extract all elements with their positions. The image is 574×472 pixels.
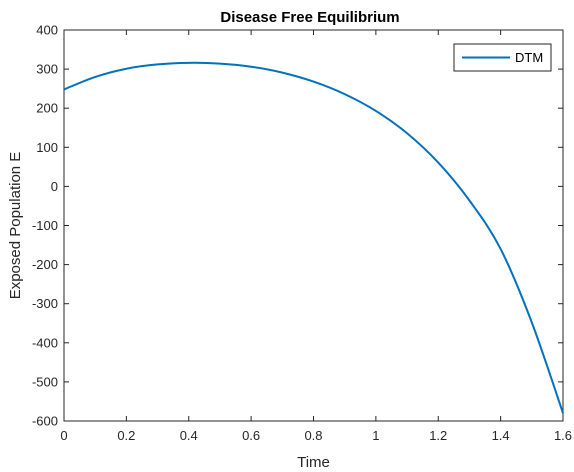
y-tick-label: -100 — [32, 218, 58, 233]
x-tick-label: 0.4 — [180, 428, 198, 443]
y-tick-label: 400 — [36, 23, 58, 38]
y-tick-label: -200 — [32, 257, 58, 272]
x-axis-label: Time — [297, 454, 330, 471]
series-line-dtm — [63, 61, 564, 414]
y-tick-label: -500 — [32, 374, 58, 389]
x-tick-label: 1.2 — [429, 428, 447, 443]
y-tick-label: 0 — [51, 179, 58, 194]
legend-label-dtm: DTM — [515, 50, 543, 65]
x-tick-label: 1.4 — [492, 428, 510, 443]
x-tick-label: 1 — [372, 428, 379, 443]
x-tick-label: 0.2 — [117, 428, 135, 443]
x-tick-label: 1.6 — [554, 428, 572, 443]
plot-area — [63, 29, 564, 422]
y-axis-label: Exposed Population E — [7, 152, 24, 300]
chart-title: Disease Free Equilibrium — [220, 9, 399, 26]
y-tick-label: 300 — [36, 62, 58, 77]
x-tick-label: 0.6 — [242, 428, 260, 443]
y-tick-label: 100 — [36, 140, 58, 155]
x-tick-label: 0.8 — [304, 428, 322, 443]
y-tick-label: -400 — [32, 335, 58, 350]
x-tick-label: 0 — [60, 428, 67, 443]
y-tick-label: 200 — [36, 101, 58, 116]
legend[interactable]: DTM — [453, 43, 552, 72]
ticks: 0 0.2 0.4 0.6 0.8 1 1.2 1.4 1.6 -600 -500 -400 -300 -… — [32, 23, 572, 444]
axes-box — [63, 29, 564, 422]
y-tick-label: -300 — [32, 296, 58, 311]
y-tick-label: -600 — [32, 414, 58, 429]
series-layer — [63, 61, 564, 414]
